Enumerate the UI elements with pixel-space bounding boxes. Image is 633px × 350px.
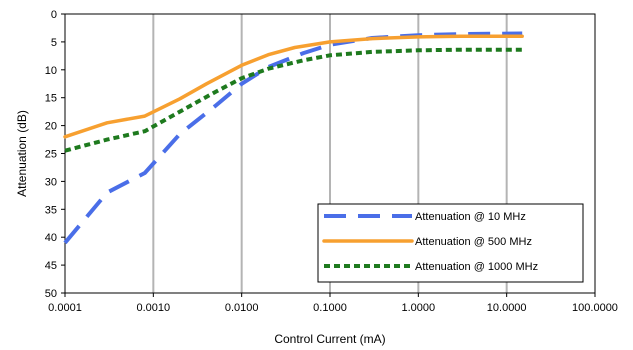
x-tick-label: 0.0100	[225, 302, 259, 314]
y-tick-label: 35	[45, 204, 57, 216]
y-tick-label: 0	[51, 9, 57, 21]
legend: Attenuation @ 10 MHz Attenuation @ 500 MH…	[317, 203, 584, 283]
x-axis-ticks: 0.0001 0.0010 0.0100 0.1000 1.0000 10.0000 100…	[48, 293, 618, 314]
series-line-3	[64, 47, 523, 153]
y-tick-label: 10	[45, 65, 57, 77]
y-axis-ticks: 0 5 10 15 20 25 30 35 40 45 50	[45, 9, 65, 300]
y-axis-title: Attenuation (dB)	[15, 110, 29, 197]
y-tick-label: 15	[45, 93, 57, 105]
x-tick-label: 10.0000	[487, 302, 527, 314]
x-tick-label: 100.0000	[572, 302, 618, 314]
series-lines	[63, 31, 524, 245]
y-tick-label: 5	[51, 37, 57, 49]
legend-label-2: Attenuation @ 500 MHz	[415, 236, 532, 248]
x-axis-title: Control Current (mA)	[274, 332, 385, 346]
series-line-2	[63, 34, 524, 139]
x-tick-label: 0.0010	[137, 302, 171, 314]
x-tick-label: 0.1000	[313, 302, 347, 314]
x-tick-label: 1.0000	[402, 302, 436, 314]
y-tick-label: 50	[45, 288, 57, 300]
y-tick-label: 25	[45, 149, 57, 161]
y-tick-label: 45	[45, 260, 57, 272]
y-tick-label: 20	[45, 121, 57, 133]
y-tick-label: 40	[45, 232, 57, 244]
x-tick-label: 0.0001	[48, 302, 82, 314]
y-tick-label: 30	[45, 176, 57, 188]
legend-label-1: Attenuation @ 10 MHz	[415, 211, 526, 223]
legend-label-3: Attenuation @ 1000 MHz	[415, 261, 538, 273]
